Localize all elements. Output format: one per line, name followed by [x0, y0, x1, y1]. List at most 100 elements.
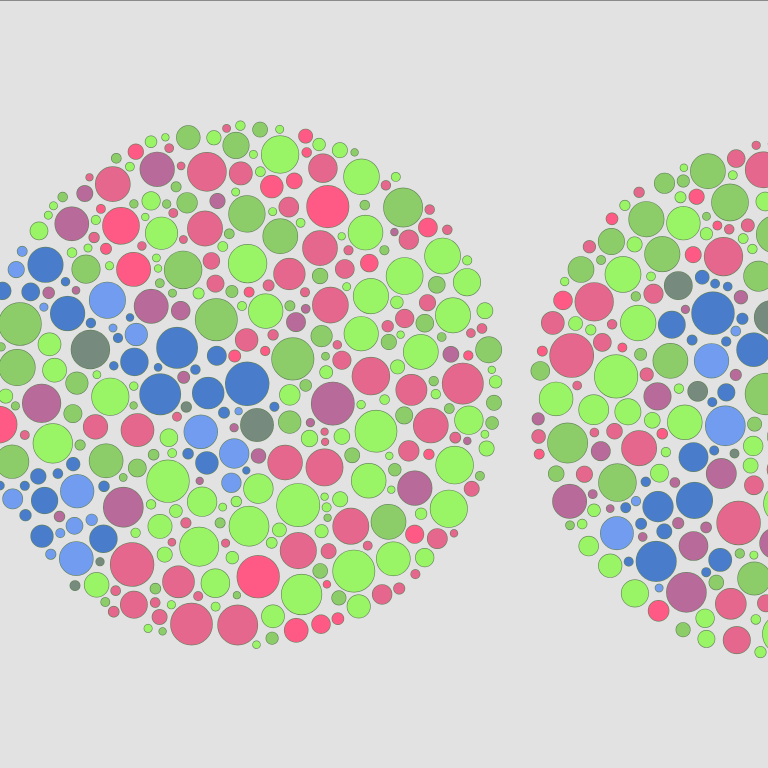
dot [141, 212, 150, 222]
dot [310, 381, 355, 426]
dot [533, 448, 545, 460]
dot [701, 567, 712, 578]
dot [66, 457, 81, 472]
dot [647, 599, 670, 622]
dot [21, 282, 41, 302]
dot [265, 536, 278, 549]
dot [352, 278, 389, 315]
dot [547, 422, 589, 464]
dot [240, 408, 274, 442]
dot [343, 316, 379, 352]
dot [284, 300, 296, 312]
dot [76, 185, 94, 202]
dot [302, 230, 338, 266]
dot [412, 407, 449, 444]
dot [709, 445, 720, 456]
dot [218, 502, 227, 512]
dot [152, 253, 161, 263]
dot [137, 241, 147, 251]
dot [578, 394, 610, 426]
dot [606, 423, 623, 440]
dot [435, 445, 474, 485]
dot [88, 281, 126, 319]
dot [85, 513, 98, 526]
dot [568, 316, 583, 331]
dot [744, 372, 768, 416]
dot [19, 430, 30, 440]
dot [620, 502, 632, 514]
dot [705, 458, 737, 489]
dot [463, 350, 474, 361]
dot [217, 604, 259, 646]
dot [385, 257, 424, 295]
dot [587, 489, 598, 499]
dot [146, 459, 190, 503]
dot [704, 405, 746, 447]
dot [351, 463, 387, 499]
dot [192, 287, 205, 300]
dot [442, 345, 460, 363]
dot [660, 447, 672, 458]
dot [193, 591, 204, 602]
dot [214, 517, 226, 529]
dot [70, 329, 111, 370]
dot [675, 622, 691, 638]
dot [49, 295, 86, 332]
dot [650, 463, 669, 483]
dot [267, 329, 279, 341]
dot [640, 476, 651, 487]
dot [311, 614, 331, 634]
dot [66, 247, 78, 258]
dot [656, 523, 673, 540]
dot [749, 550, 759, 560]
dot [260, 345, 271, 357]
dot [248, 149, 258, 159]
dot [30, 524, 54, 548]
dot [298, 128, 313, 144]
dot [52, 468, 64, 479]
dot [711, 183, 749, 222]
dot [478, 440, 495, 457]
dot [206, 345, 227, 366]
dot [707, 397, 718, 408]
dot [228, 195, 266, 233]
dot [596, 255, 606, 265]
dot [362, 540, 373, 551]
dot [272, 522, 287, 538]
dot [43, 210, 53, 220]
dot [0, 480, 5, 491]
dot [667, 404, 703, 440]
dot [729, 368, 742, 381]
dot [170, 181, 182, 193]
dot [587, 503, 601, 517]
dot [530, 361, 550, 381]
dot [754, 646, 767, 659]
dot [202, 252, 221, 270]
dot [332, 549, 376, 593]
dot [190, 364, 201, 375]
dot [194, 298, 238, 342]
dot [687, 380, 709, 402]
dot [299, 287, 310, 298]
dot [187, 486, 218, 517]
dot [278, 410, 302, 434]
dot [0, 281, 12, 300]
dot [381, 320, 394, 333]
dot [88, 443, 124, 479]
dot [737, 233, 749, 244]
dot [574, 282, 614, 322]
dot [262, 279, 275, 292]
dot [156, 546, 173, 563]
dot [312, 267, 329, 285]
dot [275, 124, 285, 134]
dot [736, 312, 749, 325]
dot [697, 630, 716, 648]
dot [161, 133, 170, 142]
dot [743, 260, 768, 292]
dot [109, 361, 119, 371]
dot [261, 135, 300, 174]
dot [740, 218, 755, 233]
dot [236, 555, 280, 599]
dot [531, 412, 545, 426]
